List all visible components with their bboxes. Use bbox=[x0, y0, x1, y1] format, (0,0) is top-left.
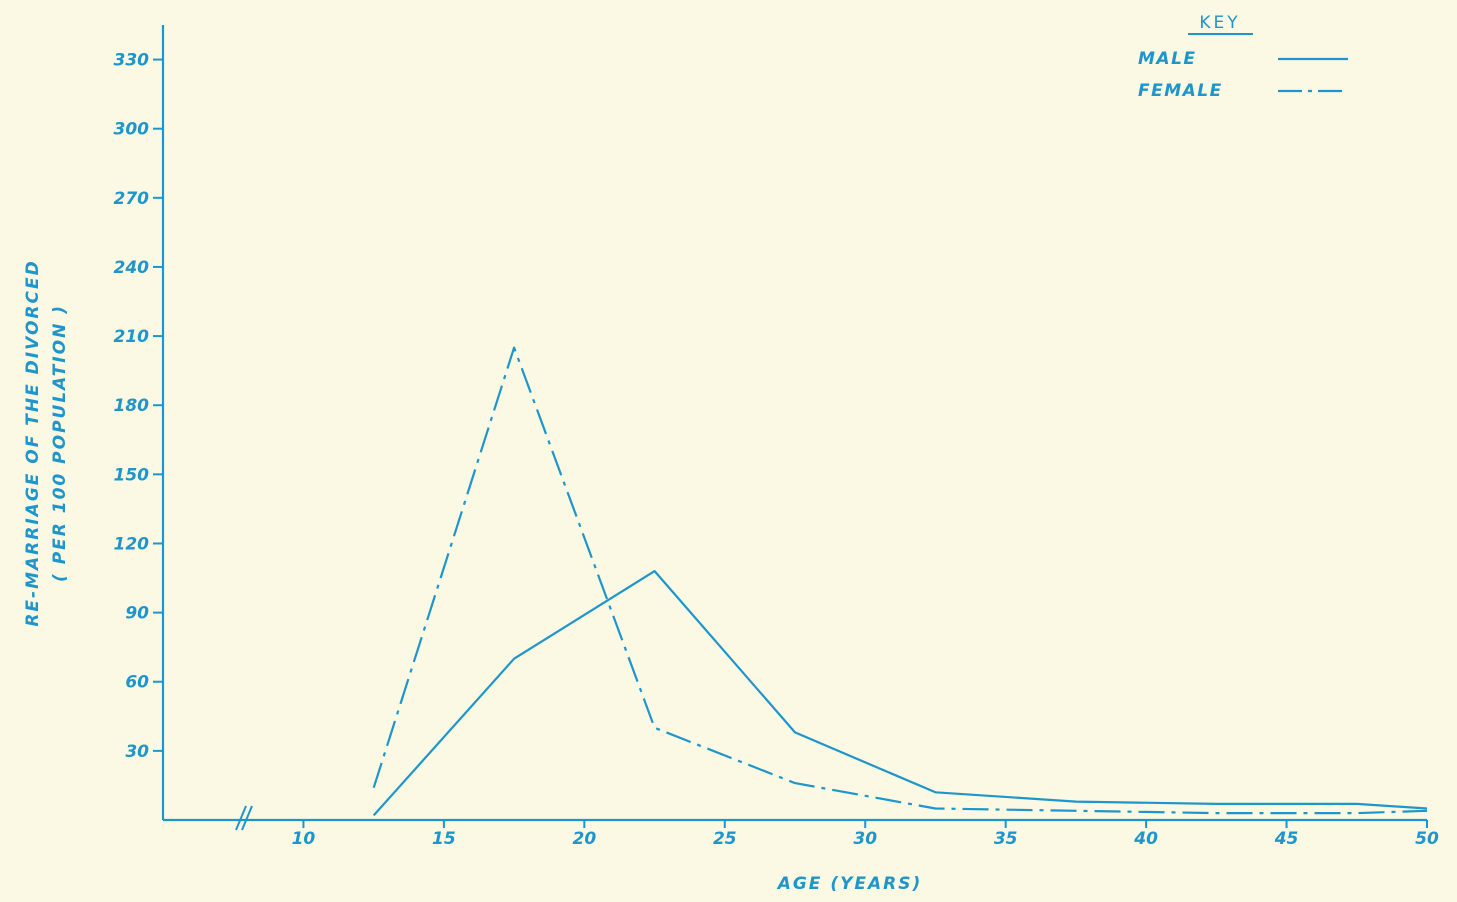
legend-label-female: FEMALE bbox=[1138, 81, 1223, 101]
y-tick-label: 60 bbox=[125, 673, 149, 693]
series-line-male bbox=[372, 569, 1428, 817]
y-tick-label: 210 bbox=[114, 327, 150, 347]
x-tick-label: 50 bbox=[1415, 829, 1439, 849]
x-tick-label: 40 bbox=[1133, 829, 1158, 849]
series-group bbox=[372, 346, 1428, 817]
y-tick-label: 180 bbox=[114, 396, 150, 416]
axis-break-mark bbox=[235, 805, 247, 831]
y-tick-label: 300 bbox=[114, 120, 150, 140]
x-tick-label: 15 bbox=[432, 829, 456, 849]
y-axis-title: RE-MARRIAGE OF THE DIVORCED bbox=[23, 259, 43, 626]
x-tick-label: 20 bbox=[572, 829, 596, 849]
x-tick-label: 10 bbox=[292, 829, 316, 849]
axes bbox=[161, 25, 1427, 831]
legend-title: KEY bbox=[1199, 13, 1240, 33]
y-tick-label: 240 bbox=[114, 258, 150, 278]
x-tick-label: 35 bbox=[994, 829, 1018, 849]
axis-break-mark bbox=[241, 805, 253, 831]
x-axis-title: AGE (YEARS) bbox=[776, 874, 923, 894]
x-tick-group: 10 15 20 25 30 35 40 45 50 bbox=[292, 820, 1439, 849]
legend-label-male: MALE bbox=[1138, 49, 1197, 69]
y-tick-label: 330 bbox=[114, 51, 150, 71]
x-tick-label: 30 bbox=[853, 829, 877, 849]
y-tick-label: 30 bbox=[125, 742, 149, 762]
y-tick-label: 90 bbox=[125, 604, 149, 624]
y-tick-label: 270 bbox=[114, 189, 150, 209]
x-tick-label: 25 bbox=[713, 829, 737, 849]
y-tick-label: 150 bbox=[114, 465, 150, 485]
y-tick-label: 120 bbox=[114, 534, 150, 554]
series-line-female bbox=[372, 346, 1428, 815]
legend: KEY MALE FEMALE bbox=[1138, 13, 1348, 101]
x-tick-label: 45 bbox=[1274, 829, 1299, 849]
y-axis-subtitle: ( PER 100 POPULATION ) bbox=[50, 304, 70, 582]
y-tick-group: 30 60 90 120 150 180 210 240 270 300 330 bbox=[114, 51, 163, 762]
